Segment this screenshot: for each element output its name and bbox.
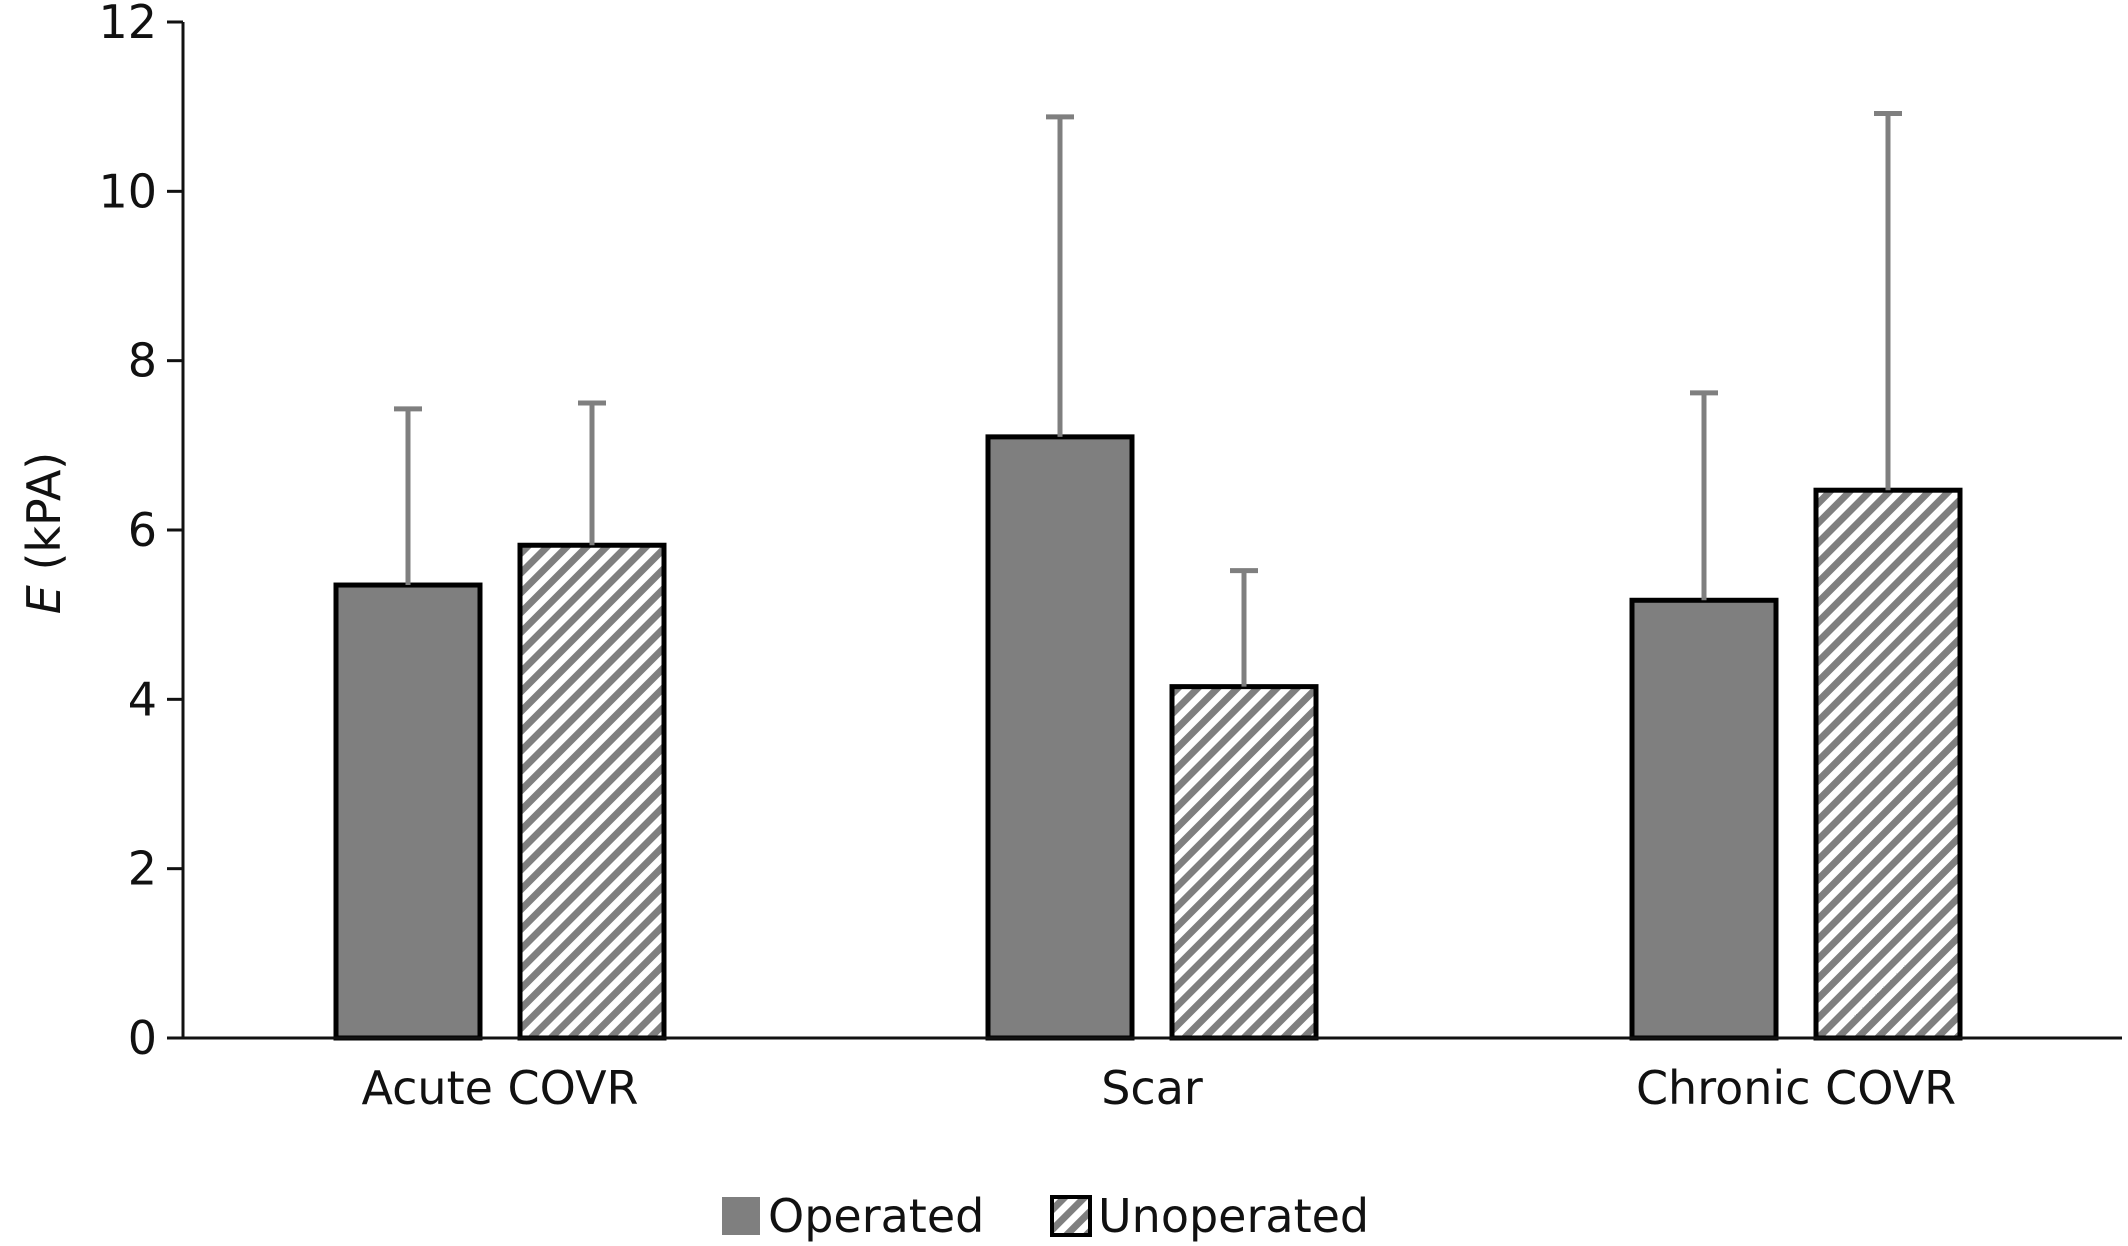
- bar-unoperated-1: [517, 542, 667, 1041]
- y-tick-label: 4: [128, 672, 157, 726]
- x-category-label: Scar: [1101, 1061, 1203, 1115]
- bar-operated-3: [1629, 597, 1779, 1041]
- bar-operated-1: [333, 582, 483, 1041]
- y-tick-label: 6: [128, 503, 157, 557]
- y-tick-label: 12: [98, 0, 157, 49]
- y-axis-unit: (kPA): [17, 452, 71, 585]
- bar-operated-2: [985, 434, 1135, 1041]
- y-tick-label: 2: [128, 842, 157, 896]
- legend-swatch-unoperated: [1050, 1195, 1092, 1237]
- x-category-label: Chronic COVR: [1636, 1061, 1956, 1115]
- x-category-label: Acute COVR: [361, 1061, 638, 1115]
- y-axis-ticks: 0 2 4 6 8 10 12: [98, 0, 183, 1065]
- legend-label-operated: Operated: [768, 1189, 984, 1243]
- svg-text:E (kPA): E (kPA): [17, 452, 71, 615]
- legend: Operated Unoperated: [722, 1189, 1369, 1243]
- y-tick-label: 0: [128, 1011, 157, 1065]
- bar-unoperated-3: [1813, 487, 1963, 1041]
- bar-unoperated-2: [1169, 684, 1319, 1041]
- y-tick-label: 8: [128, 334, 157, 388]
- error-bars: [394, 110, 1902, 687]
- legend-label-unoperated: Unoperated: [1098, 1189, 1369, 1243]
- legend-swatch-operated: [722, 1197, 760, 1235]
- x-axis-labels: Acute COVR Scar Chronic COVR: [361, 1061, 1956, 1115]
- axes: [181, 22, 2122, 1040]
- y-axis-variable: E: [17, 585, 71, 614]
- y-tick-label: 10: [98, 164, 157, 218]
- y-axis-title: E (kPA): [17, 452, 71, 615]
- bars: [333, 434, 1963, 1041]
